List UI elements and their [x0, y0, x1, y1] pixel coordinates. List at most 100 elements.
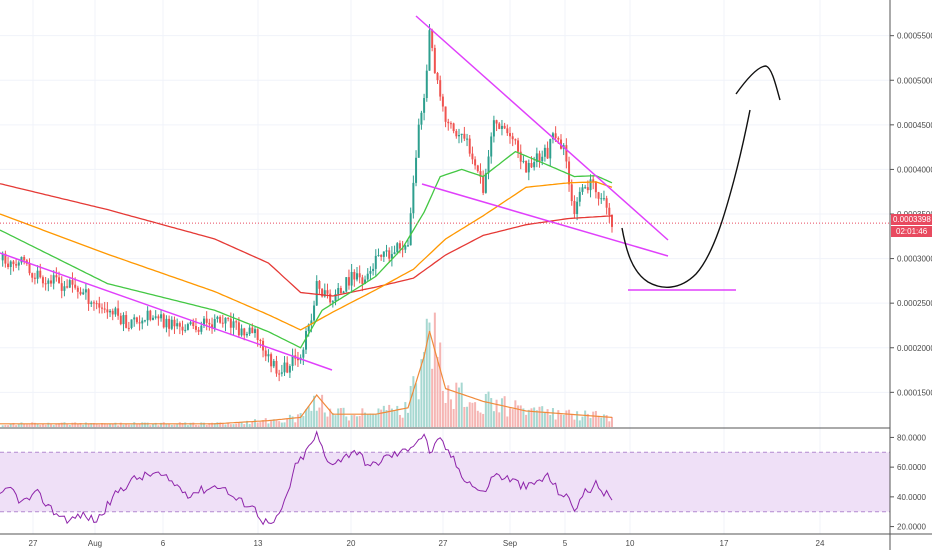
rsi-tick-label: 60.0000 [897, 463, 926, 472]
volume-bar [431, 368, 434, 427]
volume-bar [114, 422, 117, 427]
candle-body [404, 245, 407, 250]
volume-bar [109, 423, 112, 427]
volume-bar [127, 424, 130, 427]
volume-bar [229, 424, 232, 427]
volume-bar [288, 414, 291, 427]
rsi-panel [0, 430, 890, 526]
volume-bar [476, 410, 479, 427]
candle-body [9, 261, 12, 268]
candle-body [576, 201, 579, 215]
candle-body [186, 324, 189, 330]
candle-body [471, 153, 474, 160]
candle-body [117, 308, 120, 316]
volume-bar [608, 421, 611, 427]
candle-body [452, 123, 455, 132]
time-tick-label: 20 [347, 539, 356, 548]
candle-body [71, 280, 74, 285]
candle-body [412, 182, 415, 214]
volume-bar [122, 424, 125, 427]
volume-bar [584, 410, 587, 427]
volume-bar [259, 422, 262, 427]
candle-body [90, 302, 93, 305]
trendline [0, 252, 333, 371]
volume-bar [119, 422, 122, 427]
volume-bar [28, 424, 31, 427]
candle-body [570, 184, 573, 202]
price-badge-bg [891, 214, 932, 225]
candle-body [33, 277, 36, 279]
drawings[interactable] [0, 15, 781, 371]
volume-bar [546, 409, 549, 427]
candle-body [608, 207, 611, 215]
candle-body [321, 288, 324, 297]
candle-body [353, 271, 356, 280]
current-price-badge: 0.0003398 [891, 214, 932, 225]
candle-body [315, 281, 318, 306]
candle-body [568, 161, 571, 185]
candle-body [503, 125, 506, 129]
volume-bar [466, 406, 469, 427]
volume-bar [605, 415, 608, 427]
candle-body [224, 317, 227, 324]
volume-bar [192, 422, 195, 427]
volume-bar [15, 425, 18, 427]
volume-bar [323, 412, 326, 427]
candle-body [323, 290, 326, 297]
candle-body [538, 153, 541, 162]
volume-bar [503, 396, 506, 427]
volume-bar [353, 415, 356, 427]
time-axis[interactable]: 27 Aug 6 13 20 27 Sep 5 10 17 24 [29, 539, 825, 548]
candle-body [79, 291, 82, 295]
candle-body [106, 309, 109, 313]
candle-body [109, 310, 112, 313]
candle-body [76, 287, 79, 292]
rsi-axis[interactable]: 80.0000 60.0000 40.0000 20.0000 [890, 433, 926, 532]
candle-body [409, 213, 412, 246]
volume-bar [275, 420, 278, 427]
candle-body [517, 140, 520, 152]
volume-bar [326, 416, 329, 427]
time-tick-label: 6 [161, 539, 166, 548]
trendline [421, 183, 669, 257]
volume-bar [90, 423, 93, 427]
volume-bar [404, 402, 407, 427]
volume-bar [589, 418, 592, 427]
candle-body [506, 128, 509, 134]
candle-body [530, 163, 533, 168]
volume-bar [20, 422, 23, 427]
candle-body [66, 286, 69, 288]
candle-body [350, 271, 353, 286]
candle-body [245, 333, 248, 336]
volume-bar [538, 406, 541, 427]
volume-bar [329, 408, 332, 427]
volume-bar [519, 405, 522, 427]
candle-body [36, 270, 39, 279]
volume-bar [194, 424, 197, 427]
candle-body [565, 145, 568, 162]
volume-bar [350, 415, 353, 427]
candle-body [200, 325, 203, 332]
candle-body [296, 358, 299, 361]
countdown-bg [891, 226, 932, 237]
candle-body [557, 137, 560, 140]
volume-bar [162, 422, 165, 427]
candle-body [92, 302, 95, 304]
volume-bar [4, 425, 7, 427]
volume-bar [417, 399, 420, 427]
candle-body [372, 268, 375, 272]
candle-body [388, 250, 391, 259]
volume-bar [514, 400, 517, 427]
volume-bar [415, 383, 418, 427]
volume-bar [425, 318, 428, 427]
candle-body [157, 316, 160, 319]
volume-bar [509, 408, 511, 427]
volume-bar [173, 424, 176, 427]
candle-body [492, 120, 495, 137]
volume-bar [611, 416, 613, 427]
volume-bar [463, 406, 466, 427]
volume-bar [576, 411, 579, 427]
volume-bar [339, 408, 342, 427]
